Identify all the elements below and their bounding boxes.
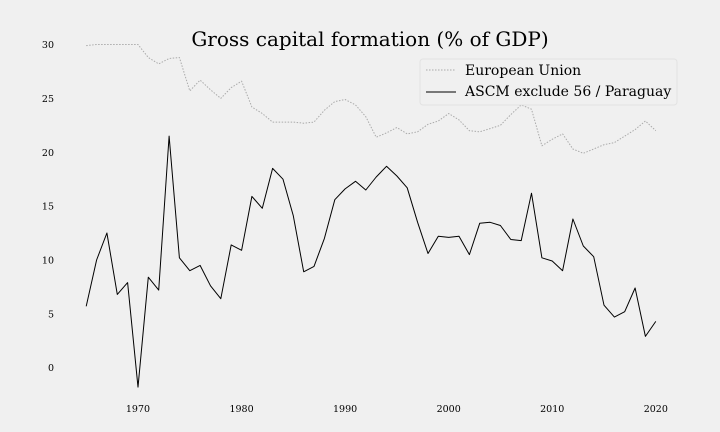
y-tick-label: 15 <box>42 202 54 213</box>
x-tick-label: 2020 <box>644 404 668 415</box>
series-line-european-union <box>86 44 657 154</box>
series-line-ascm-paraguay <box>85 135 657 388</box>
y-tick-label: 10 <box>42 255 54 266</box>
x-tick-label: 2000 <box>437 404 461 415</box>
x-tick-label: 1970 <box>126 404 150 415</box>
y-tick-label: 0 <box>48 363 54 374</box>
y-tick-label: 25 <box>42 94 54 105</box>
y-tick-label: 5 <box>48 309 54 320</box>
y-tick-label: 30 <box>42 40 54 51</box>
legend: European Union ASCM exclude 56 / Paragua… <box>419 58 678 106</box>
series-lines <box>85 44 657 388</box>
x-tick-label: 2010 <box>540 404 564 415</box>
legend-label-ascm-paraguay: ASCM exclude 56 / Paraguay <box>464 84 671 100</box>
chart-title: Gross capital formation (% of GDP) <box>191 27 548 51</box>
legend-box <box>419 58 678 106</box>
x-axis-ticks: 1970 1980 1990 2000 2010 2020 <box>126 404 668 415</box>
y-tick-label: 20 <box>42 148 54 159</box>
y-axis-ticks: 0 5 10 15 20 25 30 <box>42 40 54 374</box>
x-tick-label: 1990 <box>333 404 357 415</box>
x-tick-label: 1980 <box>229 404 253 415</box>
legend-label-european-union: European Union <box>465 63 581 79</box>
